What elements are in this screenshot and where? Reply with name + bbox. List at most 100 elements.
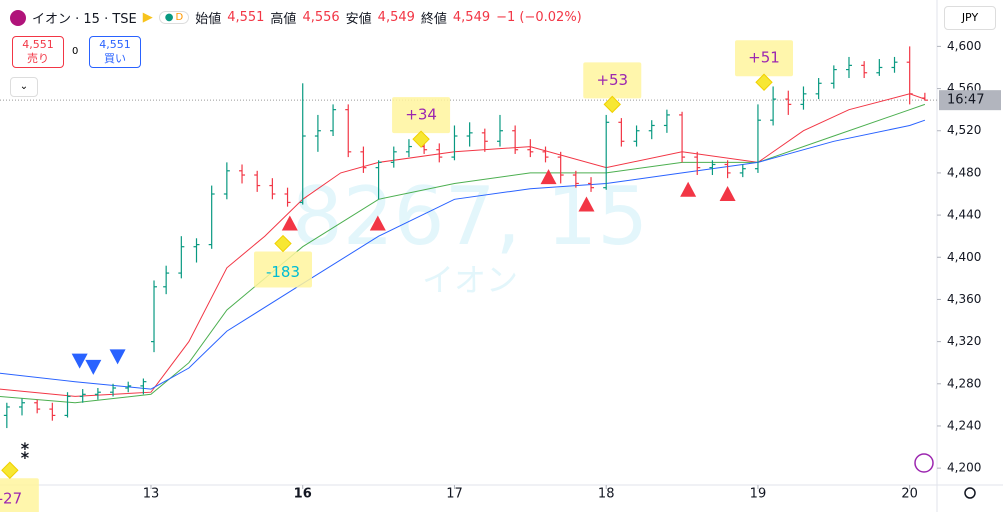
signal-label: +51: [748, 49, 780, 67]
candle: [800, 86, 807, 110]
candle: [140, 378, 147, 395]
candle: [921, 92, 928, 101]
candle: [345, 104, 352, 158]
header: イオン · 15 · TSE ▶ ● D 始値 4,551 高値 4,556 安値 4,…: [10, 8, 582, 27]
candle: [193, 238, 200, 263]
symbol: イオン · 15 · TSE: [32, 12, 137, 27]
candle: [588, 177, 595, 192]
candle: [694, 151, 701, 176]
y-tick-label: 4,240: [947, 418, 981, 432]
candle: [239, 164, 246, 184]
close-label: 終値: [420, 12, 447, 27]
candle: [527, 139, 534, 158]
candle: [49, 402, 56, 421]
candle: [785, 90, 792, 115]
x-tick-label: 20: [901, 487, 918, 502]
buy-marker: [540, 169, 557, 185]
y-tick-label: 4,200: [947, 461, 981, 475]
signal-diamond: [412, 130, 430, 148]
candle: [163, 265, 170, 295]
x-tick-label: 19: [750, 487, 767, 502]
sell-label: 売り: [27, 52, 49, 65]
candle: [709, 160, 716, 176]
sell-button[interactable]: 4,551 売り: [12, 36, 64, 68]
y-tick-label: 4,440: [947, 208, 981, 222]
candle: [815, 78, 822, 100]
candle: [739, 164, 746, 178]
candle: [663, 109, 670, 133]
currency[interactable]: JPY: [944, 6, 996, 30]
status: ● D: [158, 11, 190, 24]
candle: [496, 114, 503, 147]
candle: [891, 56, 898, 73]
buy-marker: [369, 215, 386, 231]
candle: [770, 86, 777, 126]
candle: [110, 383, 117, 397]
candle: [648, 120, 655, 140]
candle: [19, 398, 26, 416]
moving-average: [0, 93, 926, 397]
candle: [208, 185, 215, 249]
open-value: 4,551: [227, 10, 265, 25]
low-value: 4,549: [377, 10, 415, 25]
candle: [269, 178, 276, 200]
candle: [436, 143, 443, 163]
candle: [375, 160, 382, 200]
sell-marker: [109, 349, 126, 365]
sell-marker: [71, 353, 88, 369]
sell-marker: [85, 359, 102, 375]
signal-box: [583, 62, 642, 99]
signal-box: [253, 251, 312, 288]
collapse-button[interactable]: ⌄: [10, 77, 38, 97]
candle: [178, 236, 185, 279]
candle: [451, 125, 458, 161]
candle: [906, 46, 913, 105]
candle: [830, 65, 837, 89]
candle: [845, 56, 852, 79]
candle: [360, 146, 367, 173]
candle: [557, 151, 564, 184]
signal-diamond: [274, 234, 292, 253]
x-tick-label: 18: [598, 487, 615, 502]
signal-box: [392, 97, 451, 134]
y-tick-label: 4,280: [947, 376, 981, 390]
signal-label: -27: [0, 490, 22, 508]
signal-box: [735, 40, 794, 77]
candle: [34, 399, 41, 414]
buy-label: 買い: [104, 52, 126, 65]
candle: [125, 381, 132, 393]
candle: [299, 83, 306, 205]
sell-price: 4,551: [22, 38, 54, 51]
candle: [481, 128, 488, 152]
high-label: 高値: [270, 12, 297, 27]
candle: [618, 118, 625, 147]
buy-marker: [281, 215, 298, 231]
buy-marker: [719, 186, 736, 201]
buy-button[interactable]: 4,551 買い: [89, 36, 141, 68]
y-tick-label: 4,520: [947, 123, 981, 137]
low-label: 安値: [345, 12, 372, 27]
signal-label: +53: [596, 71, 628, 89]
y-tick-label: 4,600: [947, 39, 981, 53]
candle: [512, 125, 519, 154]
candle: [679, 111, 686, 163]
candle: [876, 59, 883, 76]
close-value: 4,549: [452, 10, 491, 25]
y-tick-label: 4,320: [947, 334, 981, 348]
candle: [64, 392, 71, 418]
candle: [405, 139, 412, 158]
logo-mark: ⁑: [20, 440, 30, 464]
flag: ▶: [142, 10, 153, 25]
candle: [254, 170, 261, 192]
candle: [542, 146, 549, 163]
settings-icon: [964, 487, 976, 499]
candle: [314, 114, 321, 152]
candle: [754, 104, 761, 173]
signal-label: -183: [266, 263, 300, 281]
signal-diamond: [1, 461, 19, 479]
open-label: 始値: [195, 12, 222, 27]
alert-icon: [914, 453, 934, 473]
candle: [284, 187, 291, 207]
candle: [466, 122, 473, 147]
